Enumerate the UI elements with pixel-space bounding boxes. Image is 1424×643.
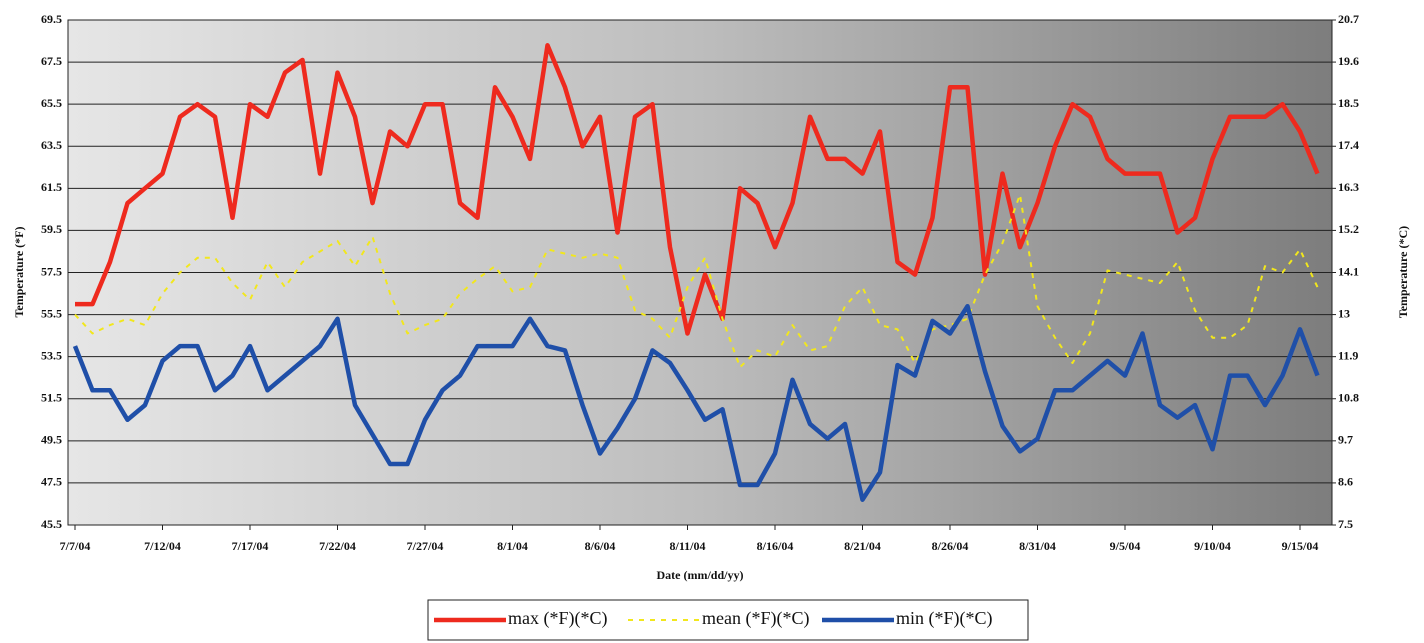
series-line xyxy=(72,303,1320,502)
x-tick-label: 7/7/04 xyxy=(60,539,91,553)
x-tick-label: 7/27/04 xyxy=(407,539,444,553)
y-tick-label: 55.5 xyxy=(41,306,62,320)
y-tick-label: 65.5 xyxy=(41,96,62,110)
y-tick-label: 49.5 xyxy=(41,433,62,447)
x-tick-label: 9/15/04 xyxy=(1282,539,1319,553)
x-tick-label: 8/1/04 xyxy=(497,539,528,553)
y-tick-label: 53.5 xyxy=(41,348,62,362)
y-tick-label: 63.5 xyxy=(41,138,62,152)
y2-tick-label: 15.2 xyxy=(1338,222,1359,236)
legend xyxy=(427,599,1029,641)
y2-tick-label: 7.5 xyxy=(1338,517,1353,531)
x-tick-label: 8/26/04 xyxy=(932,539,969,553)
x-tick-label: 8/16/04 xyxy=(757,539,794,553)
y2-tick-label: 14.1 xyxy=(1338,264,1359,278)
y-tick-label: 45.5 xyxy=(41,517,62,531)
x-tick-label: 7/22/04 xyxy=(319,539,356,553)
y-axis-title: Temperature (*F) xyxy=(12,227,26,318)
x-tick-label: 8/31/04 xyxy=(1019,539,1056,553)
legend-label: mean (*F)(*C) xyxy=(702,608,809,629)
y2-axis-title: Temperature (*C) xyxy=(1396,226,1410,318)
y2-tick-label: 8.6 xyxy=(1338,475,1353,489)
x-tick-label: 7/17/04 xyxy=(232,539,269,553)
x-tick-label: 8/21/04 xyxy=(844,539,881,553)
y-tick-label: 69.5 xyxy=(41,12,62,26)
y-tick-label: 51.5 xyxy=(41,391,62,405)
y-tick-label: 47.5 xyxy=(41,475,62,489)
x-tick-label: 8/11/04 xyxy=(669,539,705,553)
legend-label: min (*F)(*C) xyxy=(896,608,993,629)
series-line xyxy=(74,193,1319,369)
legend-label: max (*F)(*C) xyxy=(508,608,607,629)
y-tick-label: 59.5 xyxy=(41,222,62,236)
y2-tick-label: 16.3 xyxy=(1338,180,1359,194)
x-tick-label: 8/6/04 xyxy=(585,539,616,553)
x-tick-label: 9/5/04 xyxy=(1110,539,1141,553)
y-tick-label: 57.5 xyxy=(41,264,62,278)
x-tick-label: 9/10/04 xyxy=(1194,539,1231,553)
y2-tick-label: 20.7 xyxy=(1338,12,1359,26)
x-tick-label: 7/12/04 xyxy=(144,539,181,553)
y2-tick-label: 13 xyxy=(1338,306,1350,320)
series-line xyxy=(75,43,1320,336)
x-axis-title: Date (mm/dd/yy) xyxy=(657,568,744,582)
y-tick-label: 67.5 xyxy=(41,54,62,68)
y2-tick-label: 18.5 xyxy=(1338,96,1359,110)
y2-tick-label: 11.9 xyxy=(1338,348,1358,362)
y2-tick-label: 10.8 xyxy=(1338,391,1359,405)
y-tick-label: 61.5 xyxy=(41,180,62,194)
y2-tick-label: 9.7 xyxy=(1338,433,1353,447)
y2-tick-label: 17.4 xyxy=(1338,138,1359,152)
y2-tick-label: 19.6 xyxy=(1338,54,1359,68)
